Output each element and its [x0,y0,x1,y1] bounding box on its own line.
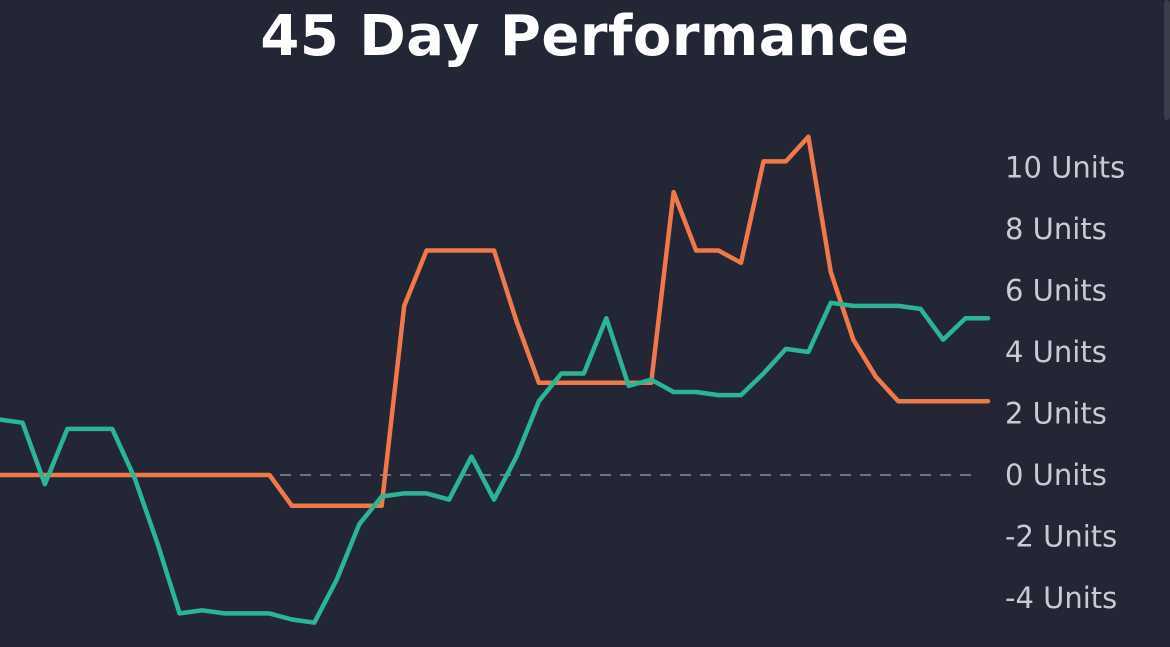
y-tick-label: -2 Units [1005,520,1117,554]
chart-title: 45 Day Performance [260,4,910,69]
scrollbar-thumb[interactable] [1164,0,1170,120]
y-tick-label: 8 Units [1005,212,1107,246]
y-tick-label: 2 Units [1005,397,1107,431]
y-tick-label: -4 Units [1005,581,1117,615]
series-line-1 [0,134,991,509]
y-tick-label: 0 Units [1005,458,1107,492]
y-tick-label: 4 Units [1005,335,1107,369]
series-line-2 [0,300,991,625]
y-tick-label: 10 Units [1005,151,1125,185]
y-tick-label: 6 Units [1005,274,1107,308]
